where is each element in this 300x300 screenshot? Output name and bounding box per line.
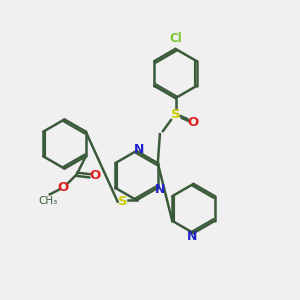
Text: N: N	[155, 183, 165, 196]
Text: S: S	[171, 108, 180, 121]
Text: O: O	[58, 181, 69, 194]
Text: S: S	[118, 195, 128, 208]
Text: O: O	[188, 116, 199, 129]
Text: N: N	[134, 143, 144, 156]
Text: N: N	[187, 230, 197, 243]
Text: Cl: Cl	[169, 32, 182, 45]
Text: O: O	[89, 169, 100, 182]
Text: CH₃: CH₃	[38, 196, 57, 206]
